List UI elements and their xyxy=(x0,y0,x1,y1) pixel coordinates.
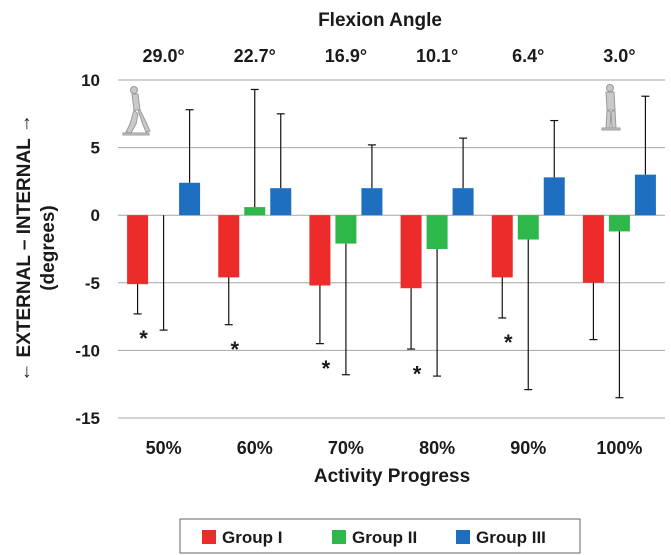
y-tick-label: 5 xyxy=(91,139,100,158)
bar-group-ii xyxy=(244,207,266,216)
bar-group-i xyxy=(582,215,604,283)
standing-figure-icon xyxy=(601,84,621,131)
y-axis-label-line2: (degrees) xyxy=(38,205,59,291)
x-tick-label: 80% xyxy=(419,438,455,458)
x-tick-label: 50% xyxy=(146,438,182,458)
significance-asterisk: * xyxy=(139,326,148,351)
legend-label-group-i: Group I xyxy=(222,528,282,547)
bar-group-ii xyxy=(517,215,539,240)
significance-asterisk: * xyxy=(230,337,239,362)
top-axis-label: 16.9° xyxy=(325,46,367,66)
significance-asterisk: * xyxy=(322,356,331,381)
legend-swatch-group-i xyxy=(202,530,216,544)
bar-group-iii xyxy=(361,188,383,216)
error-bars xyxy=(133,88,650,399)
top-axis-title: Flexion Angle xyxy=(318,10,442,31)
bar-group-i xyxy=(491,215,513,278)
top-axis-label: 22.7° xyxy=(234,46,276,66)
legend-label-group-iii: Group III xyxy=(476,528,546,547)
bar-group-iii xyxy=(270,188,292,216)
bar-group-i xyxy=(400,215,422,289)
y-tick-label: -15 xyxy=(75,409,100,428)
top-axis-label: 3.0° xyxy=(603,46,635,66)
x-tick-label: 70% xyxy=(328,438,364,458)
bar-group-i xyxy=(127,215,149,285)
top-axis-label: 10.1° xyxy=(416,46,458,66)
legend-border xyxy=(179,518,581,554)
legend-swatch-group-ii xyxy=(332,530,346,544)
significance-asterisk: * xyxy=(504,330,513,355)
bar-group-ii xyxy=(426,215,448,249)
top-axis-label: 6.4° xyxy=(512,46,544,66)
bar-group-i xyxy=(218,215,240,278)
gridlines xyxy=(118,79,665,419)
bar-group-iii xyxy=(634,174,656,216)
x-axis-label: Activity Progress xyxy=(314,466,470,487)
bars xyxy=(127,174,656,289)
walking-figure-icon xyxy=(122,86,151,136)
legend: Group I Group II Group III xyxy=(179,518,581,554)
legend-label-group-ii: Group II xyxy=(352,528,417,547)
bar-group-iii xyxy=(452,188,474,216)
y-tick-label: 0 xyxy=(91,206,100,225)
bar-group-iii xyxy=(179,182,201,216)
top-axis-labels: 29.0° 22.7° 16.9° 10.1° 6.4° 3.0° xyxy=(142,46,635,66)
x-tick-label: 90% xyxy=(510,438,546,458)
y-tick-label: -5 xyxy=(85,274,100,293)
bar-group-iii xyxy=(543,177,565,216)
bar-group-ii xyxy=(335,215,357,244)
x-tick-label: 60% xyxy=(237,438,273,458)
significance-markers: * * * * * xyxy=(139,326,513,386)
x-tick-label: 100% xyxy=(596,438,642,458)
bar-group-i xyxy=(309,215,331,286)
significance-asterisk: * xyxy=(413,361,422,386)
y-tick-label: 10 xyxy=(81,71,100,90)
legend-swatch-group-iii xyxy=(456,530,470,544)
y-axis-label-line1: ← EXTERNAL – INTERNAL → xyxy=(14,114,35,381)
y-tick-label: -10 xyxy=(75,341,100,360)
y-tick-labels: 10 5 0 -5 -10 -15 xyxy=(75,71,100,428)
bar-group-ii xyxy=(608,215,630,232)
x-tick-labels: 50% 60% 70% 80% 90% 100% xyxy=(146,438,643,458)
top-axis-label: 29.0° xyxy=(142,46,184,66)
